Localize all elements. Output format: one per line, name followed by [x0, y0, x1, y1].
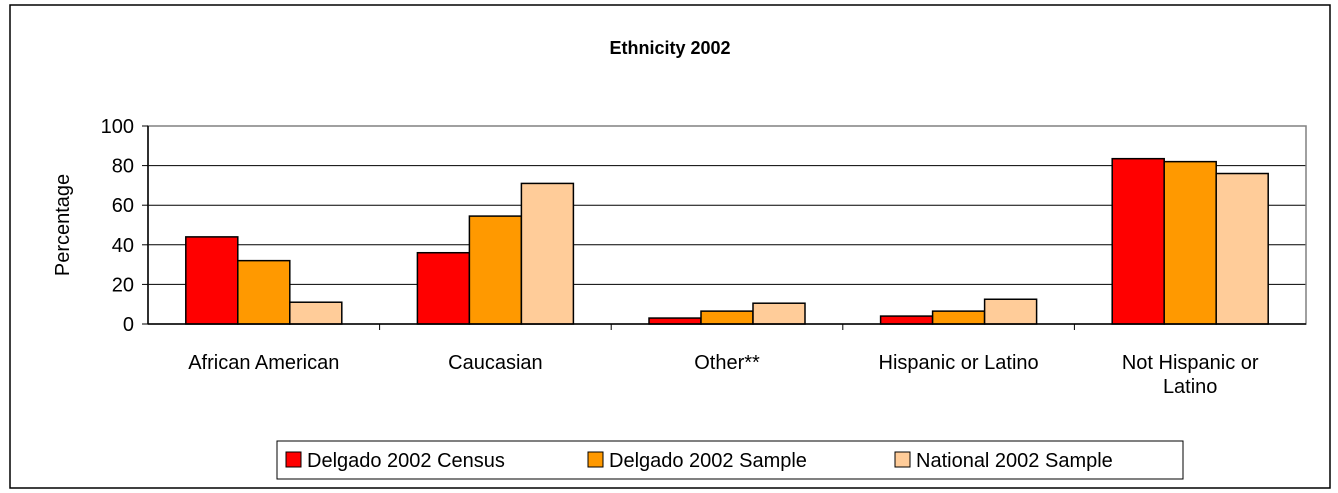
y-tick-label: 20 — [112, 274, 134, 296]
legend-swatch — [587, 451, 604, 468]
bar — [931, 310, 986, 325]
y-tick-label: 0 — [123, 314, 134, 336]
bar — [983, 298, 1038, 325]
legend — [276, 440, 1184, 480]
bar — [1111, 157, 1165, 325]
legend-items: Delgado 2002 Census Delgado 2002 Sample Na… — [285, 450, 1113, 472]
bar — [237, 259, 291, 325]
category-label: Hispanic or Latino — [879, 352, 1039, 374]
legend-swatch — [894, 451, 911, 468]
y-tick-label: 40 — [112, 235, 134, 257]
x-categories: African American Caucasian Other** Hispanic… — [188, 352, 1259, 398]
category-label: Latino — [1163, 376, 1218, 398]
chart-title: Ethnicity 2002 — [609, 38, 730, 58]
axes — [147, 126, 1306, 330]
bar — [520, 182, 575, 325]
y-tick-label: 80 — [112, 156, 134, 178]
y-tick-label: 60 — [112, 195, 134, 217]
y-tick-label: 100 — [101, 116, 134, 138]
category-label: African American — [188, 352, 339, 374]
legend-label: Delgado 2002 Sample — [609, 450, 807, 472]
y-axis-label: Percentage — [52, 174, 74, 276]
legend-swatch — [285, 451, 302, 468]
bar — [185, 236, 239, 325]
legend-label: National 2002 Sample — [916, 450, 1113, 472]
y-ticks: 0 20 40 60 80 100 — [101, 116, 148, 336]
bars — [185, 157, 1269, 325]
bar — [700, 310, 754, 325]
category-label: Not Hispanic or — [1122, 352, 1259, 374]
legend-label: Delgado 2002 Census — [307, 450, 505, 472]
category-label: Caucasian — [448, 352, 543, 374]
bar — [648, 317, 702, 325]
bar — [1215, 172, 1269, 325]
bar — [468, 215, 523, 325]
bar — [752, 302, 806, 325]
category-label: Other** — [694, 352, 760, 374]
bar — [879, 315, 934, 325]
bar — [1163, 160, 1217, 325]
bar — [289, 301, 343, 325]
bar — [416, 251, 471, 325]
